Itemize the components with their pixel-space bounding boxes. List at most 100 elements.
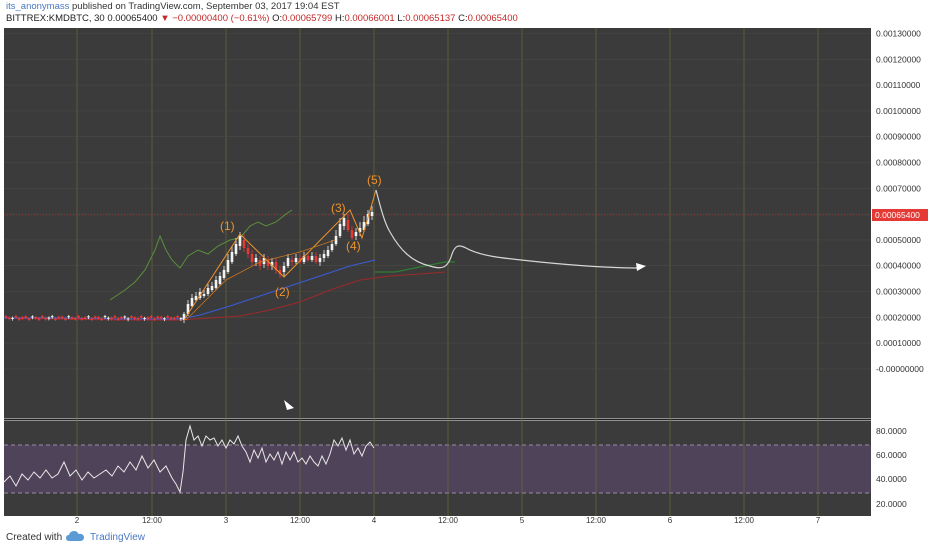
ohlc-line: BITTREX:KMDBTC, 30 0.00065400 ▼ −0.00000… — [6, 13, 518, 25]
tradingview-logo-icon[interactable] — [66, 530, 86, 544]
moving-average-green — [375, 261, 455, 273]
price-axis-label: 0.00080000 — [876, 158, 921, 168]
candle-body — [176, 316, 179, 318]
candle-body — [140, 316, 143, 318]
candle-body — [210, 286, 214, 290]
rsi-axis-label: 20.0000 — [876, 499, 907, 509]
candle-body — [270, 262, 274, 266]
price-axis-label: 0.00100000 — [876, 106, 921, 116]
candle-body — [120, 316, 123, 319]
candle-body — [83, 317, 87, 319]
candle-body — [278, 270, 282, 274]
time-axis-labels: 2 12:00 3 12:00 4 12:00 5 12:00 6 12:00 7 — [75, 516, 821, 525]
elliott-wave-lines — [183, 189, 377, 321]
candle-body — [290, 260, 294, 262]
publish-line: its_anonymass published on TradingView.c… — [6, 1, 340, 13]
price-axis-label: 0.00010000 — [876, 338, 921, 348]
close-label: C: — [458, 13, 468, 24]
rsi-pointer-arrow — [284, 400, 294, 410]
candle-body — [326, 250, 330, 256]
time-axis-label: 2 — [75, 516, 80, 525]
candle-body — [266, 260, 270, 266]
price-axis-label: 0.00130000 — [876, 29, 921, 39]
candle-body — [41, 316, 44, 318]
candle-body — [149, 316, 153, 318]
price-chart[interactable]: (1) (2) (3) (4) (5) 0.00130000 0.00120000… — [0, 28, 932, 525]
candle-body — [169, 317, 173, 320]
candle-body — [238, 236, 242, 246]
candle-body — [314, 256, 318, 262]
candle-body — [97, 316, 100, 319]
candle-body — [27, 318, 31, 320]
time-axis-label: 12:00 — [142, 516, 163, 525]
tradingview-brand[interactable]: TradingView — [90, 532, 146, 543]
candle-body — [60, 316, 64, 319]
wave-label-1: (1) — [220, 219, 235, 233]
candle-body — [250, 254, 254, 262]
candle-body — [123, 316, 127, 318]
projection-path — [375, 189, 641, 269]
main-pane-background[interactable] — [4, 28, 871, 418]
candle-body — [156, 316, 160, 319]
candle-body — [14, 316, 18, 318]
candle-body — [77, 316, 80, 318]
author-link[interactable]: its_anonymass — [6, 1, 70, 12]
price-axis-label: 0.00020000 — [876, 312, 921, 322]
candle-body — [182, 314, 186, 320]
candle-body — [318, 258, 322, 262]
candle-body — [70, 317, 74, 319]
high-value: 0.00066001 — [344, 13, 395, 24]
candle-body — [116, 318, 120, 320]
wave-label-5: (5) — [367, 173, 382, 187]
candle-body — [34, 317, 37, 319]
price-axis[interactable] — [871, 28, 932, 525]
candle-body — [179, 318, 183, 320]
candle-body — [282, 266, 286, 272]
last-price: 0.00065400 — [107, 13, 158, 24]
rsi-axis-label: 80.0000 — [876, 426, 907, 436]
candle-body — [242, 240, 246, 248]
price-axis-label: 0.00050000 — [876, 235, 921, 245]
projection-arrow — [636, 263, 646, 271]
wave-label-4: (4) — [346, 239, 361, 253]
time-axis[interactable] — [0, 516, 871, 525]
candle-body — [226, 260, 230, 272]
open-label: O: — [272, 13, 283, 24]
price-axis-label: 0.00040000 — [876, 261, 921, 271]
candle-body — [74, 317, 77, 320]
candle-body — [298, 258, 302, 262]
candle-body — [338, 224, 342, 236]
candle-body — [274, 262, 278, 270]
rsi-axis-label: 60.0000 — [876, 450, 907, 460]
close-value: 0.00065400 — [467, 13, 518, 24]
moving-average-red — [3, 271, 446, 321]
candle-body — [93, 316, 97, 319]
price-axis-label: 0.00110000 — [876, 80, 921, 90]
rsi-line — [3, 424, 375, 494]
candle-body — [136, 318, 140, 320]
ichimoku-cloud-line — [109, 209, 293, 301]
candle-body — [194, 296, 198, 300]
rsi-axis-label: 40.0000 — [876, 474, 907, 484]
candle-body — [234, 244, 238, 254]
candle-body — [258, 260, 262, 266]
candle-body — [146, 317, 150, 319]
price-axis-labels: 0.00130000 0.00120000 0.00110000 0.00100000… — [876, 29, 924, 374]
price-axis-label: 0.00070000 — [876, 183, 921, 193]
symbol-label[interactable]: BITTREX:KMDBTC, 30 — [6, 13, 105, 24]
time-axis-label: 7 — [816, 516, 821, 525]
candle-body — [186, 304, 190, 314]
candle-body — [310, 256, 314, 260]
wave-label-2: (2) — [275, 285, 290, 299]
candle-body — [354, 232, 358, 236]
candle-body — [222, 270, 226, 278]
candle-body — [21, 317, 24, 319]
time-axis-label: 12:00 — [734, 516, 755, 525]
candle-body — [107, 317, 110, 319]
candle-body — [4, 316, 8, 318]
candle-body — [362, 222, 366, 230]
candle-body — [330, 244, 334, 250]
candle-body — [159, 316, 163, 319]
candle-body — [80, 318, 84, 320]
candle-body — [322, 254, 326, 258]
